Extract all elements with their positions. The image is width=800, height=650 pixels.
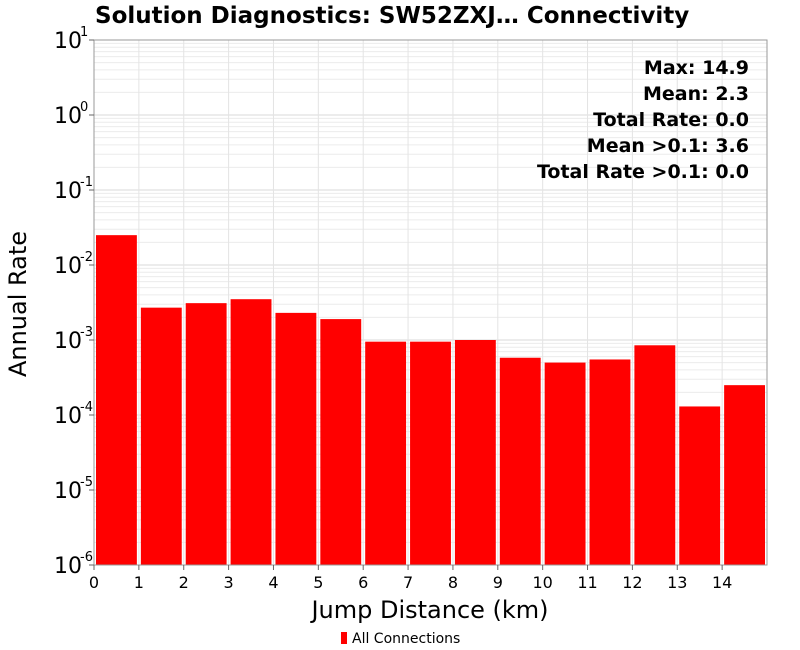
y-tick-exponent: -5 [80, 475, 93, 490]
bar [365, 341, 407, 565]
x-tick-label: 14 [712, 573, 732, 592]
y-tick-exponent: 0 [80, 100, 88, 115]
x-tick-label: 1 [134, 573, 144, 592]
bar [275, 312, 317, 565]
bar [589, 359, 631, 565]
bar [679, 406, 721, 565]
x-tick-label: 4 [268, 573, 278, 592]
x-tick-label: 6 [358, 573, 368, 592]
y-tick-label: 10 [54, 29, 82, 54]
y-tick-label: 10 [54, 329, 82, 354]
y-tick-label: 10 [54, 554, 82, 579]
y-tick-label: 10 [54, 254, 82, 279]
plot-border [93, 39, 768, 566]
x-tick-label: 5 [313, 573, 323, 592]
bar [544, 362, 586, 565]
y-tick-exponent: -1 [80, 175, 93, 190]
y-tick-label: 10 [54, 179, 82, 204]
bar [96, 235, 137, 566]
stats-annotation: Total Rate >0.1: 0.0 [537, 161, 749, 183]
x-tick-label: 9 [493, 573, 503, 592]
x-tick-label: 12 [622, 573, 642, 592]
x-tick-label: 10 [532, 573, 552, 592]
x-tick-label: 2 [179, 573, 189, 592]
bar [454, 340, 496, 565]
bar [634, 345, 676, 565]
x-tick-label: 11 [577, 573, 597, 592]
y-axis-label: Annual Rate [4, 231, 32, 377]
x-tick-label: 3 [224, 573, 234, 592]
y-tick-exponent: -3 [80, 325, 93, 340]
bar [320, 319, 362, 565]
x-tick-label: 7 [403, 573, 413, 592]
x-axis-label: Jump Distance (km) [309, 596, 548, 624]
x-tick-label: 13 [667, 573, 687, 592]
y-tick-label: 10 [54, 104, 82, 129]
y-tick-label: 10 [54, 479, 82, 504]
stats-annotation: Mean >0.1: 3.6 [587, 135, 749, 157]
bar [724, 385, 765, 565]
bar [140, 307, 182, 565]
stats-annotation: Max: 14.9 [644, 57, 749, 79]
chart-title: Solution Diagnostics: SW52ZXJ… Connectiv… [95, 3, 689, 29]
bar [410, 341, 451, 565]
bar [185, 303, 227, 565]
y-tick-exponent: -2 [80, 250, 93, 265]
y-tick-label: 10 [54, 404, 82, 429]
y-tick-exponent: -4 [80, 400, 93, 415]
x-tick-label: 0 [89, 573, 99, 592]
x-tick-label: 8 [448, 573, 458, 592]
y-tick-exponent: 1 [80, 25, 88, 40]
stats-annotation: Total Rate: 0.0 [593, 109, 749, 131]
legend-label: All Connections [352, 631, 460, 647]
legend-swatch [341, 632, 347, 644]
legend: All Connections [341, 631, 460, 647]
stats-annotation: Mean: 2.3 [643, 83, 749, 105]
y-tick-exponent: -6 [80, 550, 93, 565]
bar [499, 357, 541, 565]
bar [230, 299, 272, 565]
